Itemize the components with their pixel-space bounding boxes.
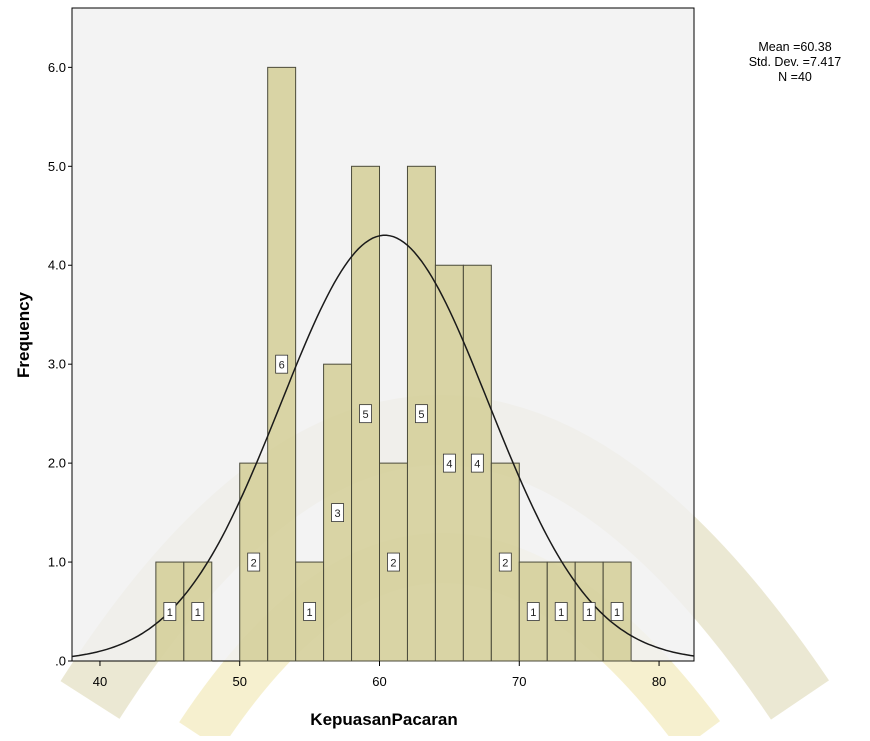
bar-count-label-9: 4 <box>442 453 456 473</box>
x-axis: 40 50 60 70 80 <box>93 661 666 689</box>
bar-count-label-5: 3 <box>331 503 344 522</box>
svg-text:2: 2 <box>251 558 257 570</box>
x-tick-label-2: 60 <box>372 674 386 689</box>
bar-count-label-10: 4 <box>470 453 484 473</box>
y-axis: .0 1.0 2.0 3.0 4.0 5.0 6.0 <box>48 60 72 669</box>
y-tick-label-4: 4.0 <box>48 258 66 273</box>
bar-count-label-6: 5 <box>359 404 372 424</box>
y-tick-label-3: 3.0 <box>48 357 66 372</box>
bar-count-label-8: 5 <box>415 404 428 424</box>
x-axis-title: KepuasanPacaran <box>310 710 457 729</box>
bar-count-label-14: 1 <box>582 602 596 621</box>
x-tick-label-0: 40 <box>93 674 107 689</box>
stats-box: Mean =60.38 Std. Dev. =7.417 N =40 <box>749 40 842 84</box>
svg-text:3: 3 <box>335 508 341 520</box>
bar-count-label-3: 6 <box>275 354 289 374</box>
svg-text:1: 1 <box>530 607 536 619</box>
svg-text:2: 2 <box>390 558 396 570</box>
x-tick-label-1: 50 <box>232 674 246 689</box>
bar-count-label-2: 2 <box>247 552 261 572</box>
bar-count-label-11: 2 <box>498 552 512 572</box>
bar-count-label-1: 1 <box>191 602 205 621</box>
svg-text:1: 1 <box>586 607 592 619</box>
svg-text:1: 1 <box>167 607 173 619</box>
y-tick-label-1: 1.0 <box>48 555 66 570</box>
bar-count-label-15: 1 <box>610 602 624 621</box>
y-tick-label-5: 5.0 <box>48 159 66 174</box>
bar-count-label-13: 1 <box>554 602 568 621</box>
svg-text:1: 1 <box>307 607 313 619</box>
y-tick-label-6: 6.0 <box>48 60 66 75</box>
stats-mean: Mean =60.38 <box>758 40 831 54</box>
x-tick-label-4: 80 <box>652 674 666 689</box>
svg-text:1: 1 <box>195 607 201 619</box>
y-axis-title: Frequency <box>14 291 33 378</box>
y-tick-label-0: .0 <box>55 654 66 669</box>
svg-text:5: 5 <box>418 409 424 421</box>
svg-text:1: 1 <box>558 607 564 619</box>
bar-count-label-7: 2 <box>387 552 400 572</box>
svg-text:1: 1 <box>614 607 620 619</box>
x-tick-label-3: 70 <box>512 674 526 689</box>
bar-count-label-4: 1 <box>303 602 317 621</box>
bar-count-label-0: 1 <box>163 602 177 621</box>
svg-text:6: 6 <box>279 360 285 372</box>
stats-sd: Std. Dev. =7.417 <box>749 55 842 69</box>
svg-text:5: 5 <box>362 409 368 421</box>
bar-count-label-12: 1 <box>526 602 540 621</box>
svg-text:4: 4 <box>474 459 480 471</box>
svg-text:2: 2 <box>502 558 508 570</box>
bar-labels-group: 1 1 2 6 1 3 5 2 5 4 4 2 1 1 1 1 <box>163 354 624 621</box>
y-tick-label-2: 2.0 <box>48 456 66 471</box>
stats-n: N =40 <box>778 70 812 84</box>
svg-text:4: 4 <box>446 459 452 471</box>
